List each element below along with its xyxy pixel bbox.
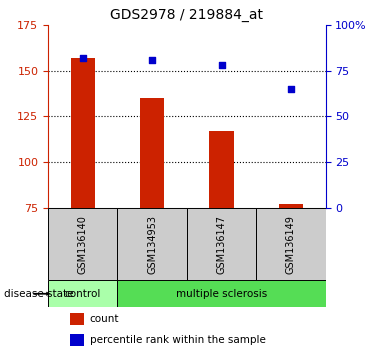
FancyBboxPatch shape bbox=[118, 208, 187, 280]
Title: GDS2978 / 219884_at: GDS2978 / 219884_at bbox=[110, 8, 263, 22]
FancyBboxPatch shape bbox=[256, 208, 326, 280]
Bar bbox=[209, 131, 234, 208]
Point bbox=[219, 62, 225, 68]
FancyBboxPatch shape bbox=[118, 280, 326, 307]
Text: disease state: disease state bbox=[4, 289, 73, 299]
Text: GSM134953: GSM134953 bbox=[147, 215, 157, 274]
Text: GSM136140: GSM136140 bbox=[78, 215, 88, 274]
Text: multiple sclerosis: multiple sclerosis bbox=[176, 289, 267, 299]
FancyBboxPatch shape bbox=[187, 208, 256, 280]
Bar bbox=[279, 205, 303, 208]
Bar bbox=[71, 58, 95, 208]
Bar bbox=[140, 98, 164, 208]
Text: percentile rank within the sample: percentile rank within the sample bbox=[90, 335, 266, 345]
FancyBboxPatch shape bbox=[48, 280, 118, 307]
Bar bbox=[70, 334, 84, 346]
Point bbox=[149, 57, 155, 62]
Text: GSM136147: GSM136147 bbox=[216, 215, 226, 274]
Text: control: control bbox=[65, 289, 101, 299]
Point bbox=[80, 55, 86, 61]
Bar bbox=[70, 313, 84, 325]
Text: GSM136149: GSM136149 bbox=[286, 215, 296, 274]
FancyBboxPatch shape bbox=[48, 208, 118, 280]
Text: count: count bbox=[90, 314, 119, 324]
Point bbox=[288, 86, 294, 92]
